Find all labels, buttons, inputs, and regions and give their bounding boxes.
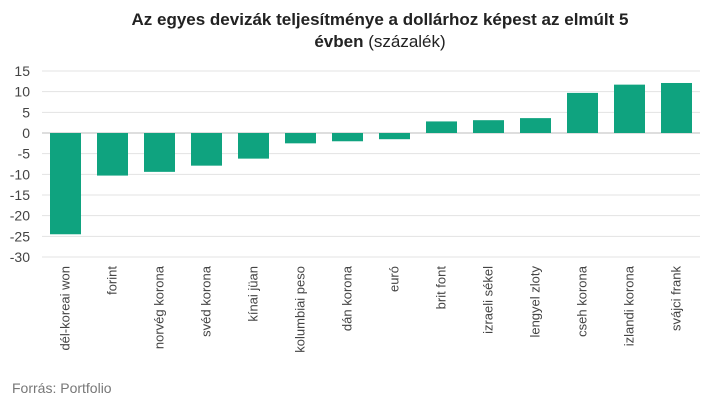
- bar: [567, 92, 598, 133]
- chart-title-line-2: évben: [314, 32, 364, 51]
- category-label: kolumbiai peso: [293, 266, 308, 353]
- bar: [614, 84, 645, 133]
- y-tick-label: -10: [10, 166, 30, 182]
- bar: [191, 133, 222, 166]
- category-label: forint: [105, 266, 120, 295]
- category-label: lengyel zloty: [528, 266, 543, 338]
- bar: [285, 133, 316, 144]
- bar: [379, 133, 410, 140]
- chart-title: Az egyes devizák teljesítménye a dollárh…: [80, 9, 680, 53]
- y-tick-label: -25: [10, 228, 30, 244]
- bar: [520, 118, 551, 133]
- y-tick-label: -30: [10, 249, 30, 265]
- bar: [144, 133, 175, 172]
- chart-subtitle-unit: (százalék): [368, 32, 446, 51]
- source-note: Forrás: Portfolio: [12, 380, 112, 396]
- y-tick-label: 5: [22, 104, 30, 120]
- y-tick-label: 0: [22, 125, 30, 141]
- y-tick-label: -5: [18, 146, 31, 162]
- y-tick-label: -15: [10, 187, 30, 203]
- bar-chart: 15 10 5 0 -5 -10 -15 -20 -25 -30 dél-koreai won for…: [10, 63, 700, 353]
- category-label: svéd korona: [199, 265, 214, 337]
- chart-title-line-1: Az egyes devizák teljesítménye a dollárh…: [131, 10, 629, 29]
- category-label: brit font: [434, 266, 449, 310]
- category-label: svájci frank: [669, 266, 684, 332]
- bar: [332, 133, 363, 142]
- bar: [50, 133, 81, 235]
- category-label: dél-koreai won: [58, 266, 73, 351]
- y-tick-label: 15: [14, 63, 30, 79]
- category-label: dán korona: [340, 265, 355, 331]
- y-tick-label: -20: [10, 208, 30, 224]
- y-tick-label: 10: [14, 84, 30, 100]
- bar: [97, 133, 128, 176]
- category-label: cseh korona: [575, 265, 590, 337]
- category-label: izraeli sékel: [481, 266, 496, 334]
- category-label: kínai jüan: [246, 266, 261, 322]
- category-label: izlandi korona: [622, 265, 637, 346]
- bar: [661, 82, 692, 133]
- bar: [426, 121, 457, 133]
- bar: [473, 120, 504, 133]
- bar: [238, 133, 269, 159]
- category-label: norvég korona: [152, 265, 167, 349]
- category-label: euró: [387, 266, 402, 292]
